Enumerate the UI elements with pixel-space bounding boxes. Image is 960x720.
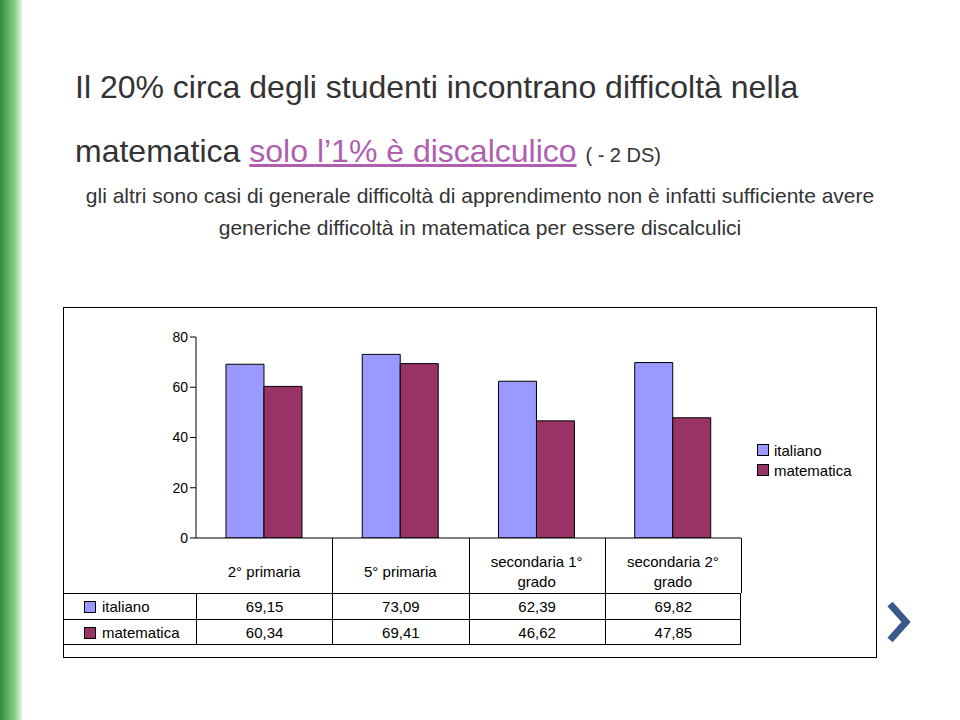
html-text:60,34: 60,34 (245, 624, 284, 641)
svg-text:5° primaria: 5° primaria (364, 563, 437, 580)
svg-text:grado: grado (517, 573, 555, 590)
html-text:69,15: 69,15 (245, 598, 284, 615)
html-text:italiano: italiano (102, 598, 150, 615)
html-text:62,39: 62,39 (518, 598, 556, 615)
svg-text:grado: grado (654, 573, 692, 590)
html-text:69,82: 69,82 (654, 598, 693, 615)
html-text:73,09: 73,09 (382, 598, 420, 615)
svg-text:60: 60 (172, 379, 188, 395)
html-text:matematica: matematica (774, 461, 852, 479)
html-text:Il 20% circa degli studenti in: Il 20% circa degli studenti incontrano d… (75, 69, 799, 169)
svg-text:2° primaria: 2° primaria (228, 563, 301, 580)
html-text:46,62: 46,62 (518, 624, 556, 641)
html-text:69,41: 69,41 (382, 624, 420, 641)
svg-text:secondaria 2°: secondaria 2° (627, 553, 719, 570)
svg-text:0: 0 (180, 530, 188, 546)
html-text:italiano: italiano (774, 441, 822, 459)
svg-text:20: 20 (172, 480, 188, 496)
svg-text:80: 80 (172, 329, 188, 345)
html-text:matematica: matematica (102, 624, 180, 641)
svg-text:40: 40 (172, 429, 188, 445)
html-text:47,85: 47,85 (654, 624, 693, 641)
html-text:gli altri sono casi di general: gli altri sono casi di generale difficol… (85, 184, 875, 239)
svg-text:secondaria 1°: secondaria 1° (491, 553, 583, 570)
